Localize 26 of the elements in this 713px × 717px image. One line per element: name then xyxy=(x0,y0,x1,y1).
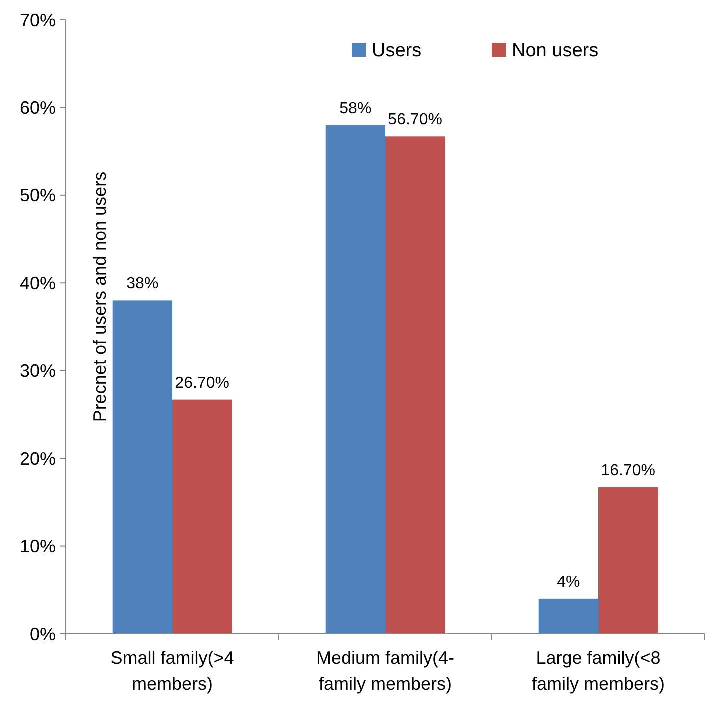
x-tick-label: Small family(>4 members) xyxy=(110,648,234,694)
y-axis-title: Precnet of users and non users xyxy=(90,172,110,422)
y-tick-label: 60% xyxy=(20,98,56,118)
bar xyxy=(112,300,172,634)
bar xyxy=(386,136,446,634)
legend-label: Users xyxy=(372,40,422,62)
y-tick-label: 50% xyxy=(20,186,56,206)
y-tick-label: 40% xyxy=(20,273,56,294)
y-tick-label: 20% xyxy=(20,448,56,469)
y-tick-label: 10% xyxy=(20,536,56,557)
data-label: 38% xyxy=(126,276,159,293)
data-label: 56.70% xyxy=(388,112,442,129)
bar xyxy=(538,598,598,634)
x-tick-label: Large family(<8 family members) xyxy=(532,648,666,694)
x-tick-label: Medium family(4- family members) xyxy=(316,648,455,694)
data-label: 58% xyxy=(340,100,372,118)
bar xyxy=(172,400,232,634)
data-label: 4% xyxy=(557,574,580,591)
legend-label: Non users xyxy=(512,40,599,62)
y-tick-label: 0% xyxy=(30,624,56,644)
y-tick-label: 30% xyxy=(20,361,56,382)
data-label: 26.70% xyxy=(175,374,230,392)
bar xyxy=(326,125,386,634)
data-label: 16.70% xyxy=(601,462,656,480)
y-tick-label: 70% xyxy=(20,10,56,30)
bar xyxy=(598,488,658,634)
